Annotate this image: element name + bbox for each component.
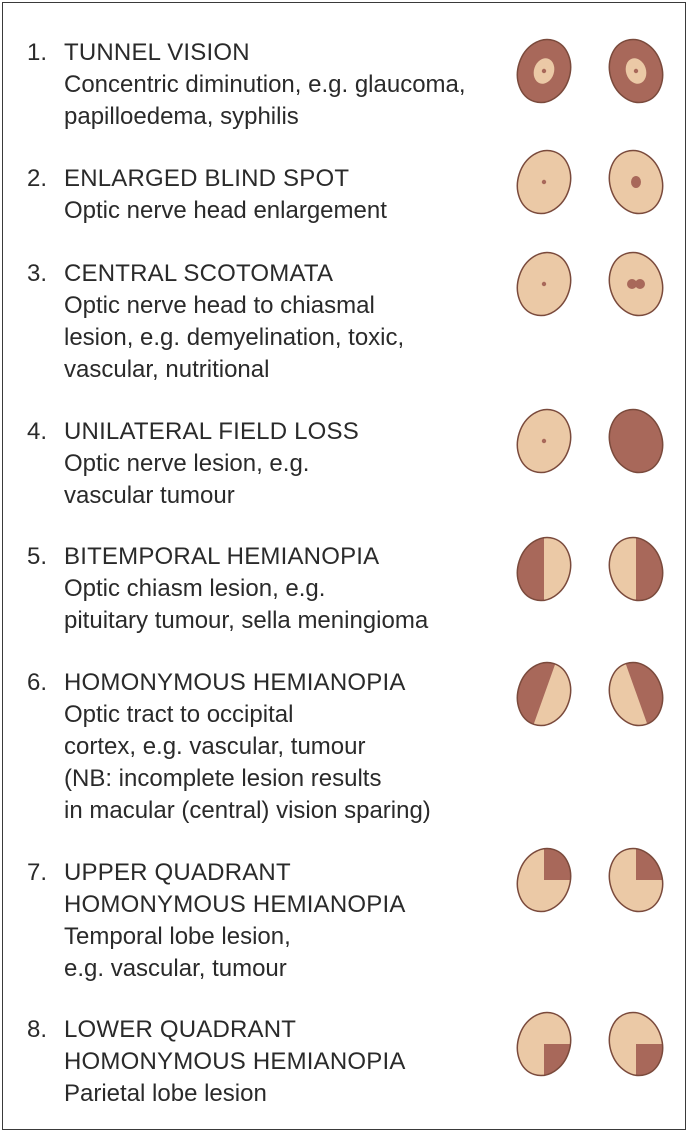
entry-heading: HOMONYMOUS HEMIANOPIA bbox=[64, 669, 406, 696]
entry-description-line: pituitary tumour, sella meningioma bbox=[64, 607, 429, 634]
entry-description-line: Optic nerve head to chiasmal bbox=[64, 292, 375, 319]
entry-description-line: Concentric diminution, e.g. glaucoma, bbox=[64, 71, 466, 98]
entry-heading: UPPER QUADRANT bbox=[64, 859, 291, 886]
entry-heading-line-2: HOMONYMOUS HEMIANOPIA bbox=[64, 891, 406, 918]
left-eye-field-icon bbox=[515, 659, 573, 729]
entry-heading: LOWER QUADRANT bbox=[64, 1016, 297, 1043]
entry-description-line: cortex, e.g. vascular, tumour bbox=[64, 733, 366, 760]
left-eye-field-icon bbox=[515, 534, 573, 604]
entry-description-line: vascular tumour bbox=[64, 482, 235, 509]
left-eye-field-icon bbox=[515, 845, 573, 915]
visual-fields-lower-quadrant bbox=[515, 1009, 667, 1079]
entry-description-line: Optic tract to occipital bbox=[64, 701, 294, 728]
visual-fields-upper-quadrant bbox=[515, 845, 667, 915]
left-eye-field-icon bbox=[515, 147, 573, 217]
visual-fields-bitemporal-hemianopia bbox=[515, 534, 667, 604]
entry-heading: TUNNEL VISION bbox=[64, 39, 250, 66]
right-eye-field-icon bbox=[607, 534, 665, 604]
entry-number: 5. bbox=[27, 543, 48, 570]
right-eye-field-icon bbox=[607, 659, 665, 729]
right-eye-field-icon bbox=[607, 36, 665, 106]
entry-description-line: Parietal lobe lesion bbox=[64, 1080, 267, 1107]
entry-description-line: Optic chiasm lesion, e.g. bbox=[64, 575, 326, 602]
left-eye-field-icon bbox=[515, 36, 573, 106]
entry-description-line: vascular, nutritional bbox=[64, 356, 270, 383]
entry-description-line: e.g. vascular, tumour bbox=[64, 955, 287, 982]
right-eye-field-icon bbox=[607, 1009, 665, 1079]
entry-number: 2. bbox=[27, 165, 48, 192]
entry-description-line: Optic nerve head enlargement bbox=[64, 197, 387, 224]
entry-description-line: (NB: incomplete lesion results bbox=[64, 765, 382, 792]
entry-description-line: lesion, e.g. demyelination, toxic, bbox=[64, 324, 405, 351]
right-eye-field-icon bbox=[607, 249, 665, 319]
entry-number: 4. bbox=[27, 418, 48, 445]
entry-number: 7. bbox=[27, 859, 48, 886]
right-eye-field-icon bbox=[607, 147, 665, 217]
visual-fields-unilateral-field-loss bbox=[515, 406, 667, 476]
left-eye-field-icon bbox=[515, 406, 573, 476]
entry-description-line: Temporal lobe lesion, bbox=[64, 923, 291, 950]
entry-number: 6. bbox=[27, 669, 48, 696]
visual-fields-central-scotomata bbox=[515, 249, 667, 319]
entry-number: 1. bbox=[27, 39, 48, 66]
entry-description-line: in macular (central) vision sparing) bbox=[64, 797, 431, 824]
entry-heading: ENLARGED BLIND SPOT bbox=[64, 165, 350, 192]
entry-heading: CENTRAL SCOTOMATA bbox=[64, 260, 334, 287]
entry-heading-line-2: HOMONYMOUS HEMIANOPIA bbox=[64, 1048, 406, 1075]
visual-fields-tunnel-vision bbox=[515, 36, 667, 106]
right-eye-field-icon bbox=[607, 845, 665, 915]
entry-description-line: Optic nerve lesion, e.g. bbox=[64, 450, 310, 477]
left-eye-field-icon bbox=[515, 249, 573, 319]
visual-fields-enlarged-blind-spot bbox=[515, 147, 667, 217]
left-eye-field-icon bbox=[515, 1009, 573, 1079]
right-eye-field-icon bbox=[607, 406, 665, 476]
entry-description-line: papilloedema, syphilis bbox=[64, 103, 299, 130]
visual-fields-homonymous-hemianopia bbox=[515, 659, 667, 729]
entry-heading: BITEMPORAL HEMIANOPIA bbox=[64, 543, 380, 570]
entry-number: 8. bbox=[27, 1016, 48, 1043]
entry-number: 3. bbox=[27, 260, 48, 287]
entry-heading: UNILATERAL FIELD LOSS bbox=[64, 418, 359, 445]
